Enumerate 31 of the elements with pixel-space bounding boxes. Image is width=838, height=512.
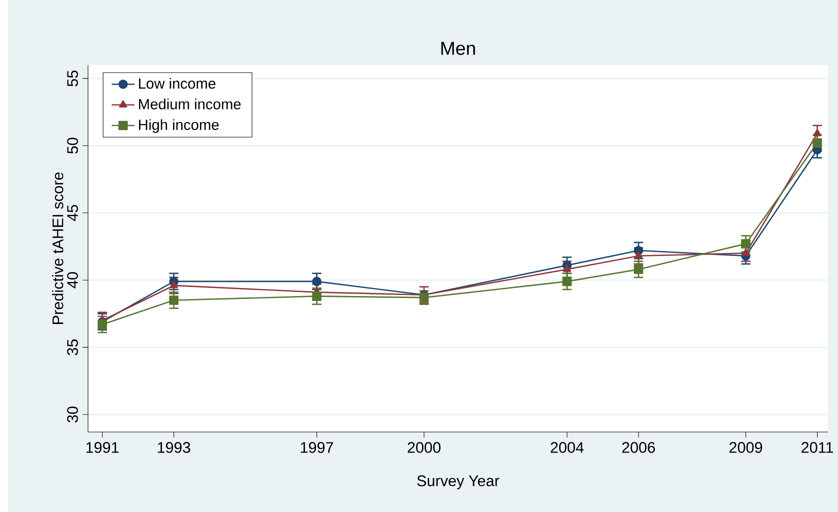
point	[312, 276, 322, 286]
point	[741, 239, 750, 248]
point	[812, 138, 822, 148]
legend-label: High income	[139, 119, 219, 133]
x-tick-label: 2011	[802, 442, 834, 453]
x-tick-label: 2004	[550, 442, 584, 453]
x-axis-title: Survey Year	[417, 475, 500, 490]
y-tick-label: 55	[67, 70, 78, 86]
legend-label: Medium income	[139, 98, 241, 110]
y-tick-label: 45	[67, 204, 78, 222]
point	[98, 320, 107, 330]
y-tick-label: 35	[67, 339, 78, 356]
y-tick-label: 50	[67, 138, 78, 154]
x-tick-label: 1993	[158, 442, 190, 453]
x-tick-label: 1997	[300, 442, 334, 453]
point	[634, 264, 644, 274]
point	[813, 128, 822, 136]
x-tick-label: 2009	[730, 442, 762, 453]
x-tick-label: 2006	[622, 442, 655, 453]
point	[312, 292, 322, 301]
legend-label: Low income	[139, 78, 216, 89]
point	[634, 251, 643, 259]
x-tick-label: 2000	[408, 442, 440, 453]
y-tick-label: 30	[67, 406, 78, 422]
point	[169, 296, 178, 305]
y-axis-title: Predictive tAHEI score	[52, 172, 64, 324]
point	[562, 276, 572, 286]
x-tick-label: 1991	[86, 442, 119, 453]
y-tick-label: 40	[67, 272, 78, 288]
point	[742, 248, 750, 256]
chart-title: Men	[441, 42, 475, 55]
